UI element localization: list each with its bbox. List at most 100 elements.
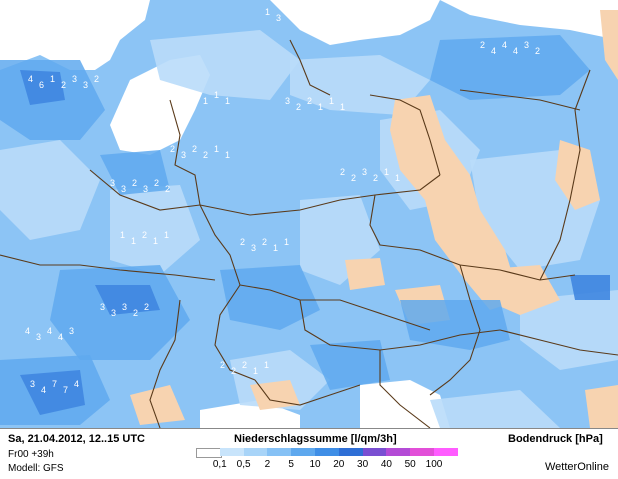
country-border-8: [429, 264, 481, 396]
pressure-label: Bodendruck [hPa]: [508, 433, 603, 445]
grid-value: 2: [535, 46, 540, 56]
grid-value: 2: [240, 237, 245, 247]
grid-value: 3: [276, 13, 281, 23]
grid-value: 2: [231, 366, 236, 376]
grid-value: 3: [170, 90, 175, 100]
grid-value: 3: [181, 150, 186, 160]
grid-value: 4: [47, 326, 52, 336]
legend-swatch: [243, 448, 268, 456]
map-shading: [0, 10, 618, 428]
legend-swatch: [219, 448, 244, 456]
legend-swatch: [410, 448, 434, 456]
grid-value: 2: [203, 150, 208, 160]
grid-value: 3: [110, 178, 115, 188]
grid-value: 4: [513, 46, 518, 56]
grid-value: 4: [28, 74, 33, 84]
heavy-precip-area-4: [570, 275, 610, 300]
grid-value: 3: [36, 332, 41, 342]
grid-value: 2: [61, 80, 66, 90]
grid-value: 2: [142, 230, 147, 240]
legend-color-bar: [196, 448, 458, 458]
brand-logo: WetterOnline: [545, 461, 609, 473]
grid-value: 4: [41, 385, 46, 395]
grid-value: 2: [480, 40, 485, 50]
grid-value: 4: [502, 40, 507, 50]
grid-value: 1: [253, 366, 258, 376]
grid-value: 2: [192, 144, 197, 154]
country-border-6: [214, 284, 256, 381]
country-border-12: [0, 254, 216, 281]
grid-value: 1: [50, 74, 55, 84]
country-border-1: [169, 99, 241, 286]
grid-value: 2: [133, 308, 138, 318]
grid-value: 3: [287, 7, 292, 17]
grid-value: 1: [340, 102, 345, 112]
grid-value: 1: [214, 90, 219, 100]
grid-value: 1: [265, 7, 270, 17]
forecast-date: Sa, 21.04.2012, 12..15 UTC: [8, 433, 145, 445]
grid-value: 1: [214, 144, 219, 154]
grid-value: 1: [318, 102, 323, 112]
country-border-14: [379, 350, 431, 428]
legend-swatch: [434, 448, 458, 456]
legend-swatch: [291, 448, 315, 456]
legend-label: 2: [264, 459, 271, 470]
grid-value: 2: [132, 178, 137, 188]
country-border-5: [369, 94, 441, 176]
grid-value: 3: [524, 40, 529, 50]
legend-label: 40: [380, 459, 392, 470]
grid-value: 3: [362, 167, 367, 177]
medium-precip-area-6: [400, 300, 510, 350]
grid-value: 3: [309, 7, 314, 17]
grid-value: 4: [74, 379, 79, 389]
north-sea-west: [0, 0, 150, 70]
grid-value: 1: [284, 237, 289, 247]
legend-label: 5: [288, 459, 294, 470]
medium-precip-area-8: [100, 150, 170, 195]
adriatic-sea: [360, 380, 450, 428]
country-border-2: [239, 284, 431, 331]
medium-precip-area-5: [220, 265, 320, 330]
grid-value: 2: [320, 13, 325, 23]
grid-value: 1: [273, 243, 278, 253]
legend-label: 0,5: [236, 459, 251, 470]
grid-value: 2: [242, 360, 247, 370]
grid-value: 7: [63, 385, 68, 395]
grid-value: 3: [30, 379, 35, 389]
grid-value: 1: [395, 173, 400, 183]
legend-swatch: [338, 448, 363, 456]
medium-precip-area-7: [310, 340, 390, 390]
grid-value: 1: [131, 236, 136, 246]
grid-value: 2: [192, 90, 197, 100]
grid-value: 6: [39, 80, 44, 90]
grid-value: 3: [111, 308, 116, 318]
grid-value: 2: [144, 302, 149, 312]
dry-area-9: [585, 385, 618, 428]
light-precip-area-10: [430, 390, 560, 428]
heavy-precip-area-3: [95, 285, 160, 315]
country-border-10: [539, 69, 591, 281]
grid-value: 4: [25, 326, 30, 336]
grid-value: 3: [285, 96, 290, 106]
grid-value: 2: [373, 173, 378, 183]
legend-swatch: [362, 448, 387, 456]
grid-value: 2: [307, 96, 312, 106]
baltic-sea: [270, 0, 440, 45]
country-border-17: [459, 89, 581, 111]
legend-swatch: [196, 448, 222, 458]
grid-value: 2: [262, 237, 267, 247]
grid-value: 2: [296, 102, 301, 112]
legend-label: 30: [357, 459, 369, 470]
country-border-11: [89, 169, 201, 211]
legend-label: 0,1: [212, 459, 227, 470]
medium-precip-area-2: [430, 35, 590, 100]
country-border-4: [369, 194, 576, 281]
grid-value: 1: [329, 96, 334, 106]
grid-value: 4: [491, 46, 496, 56]
legend-label: 20: [333, 459, 345, 470]
dry-area-2: [555, 140, 600, 210]
model-name: Modell: GFS: [8, 463, 64, 474]
